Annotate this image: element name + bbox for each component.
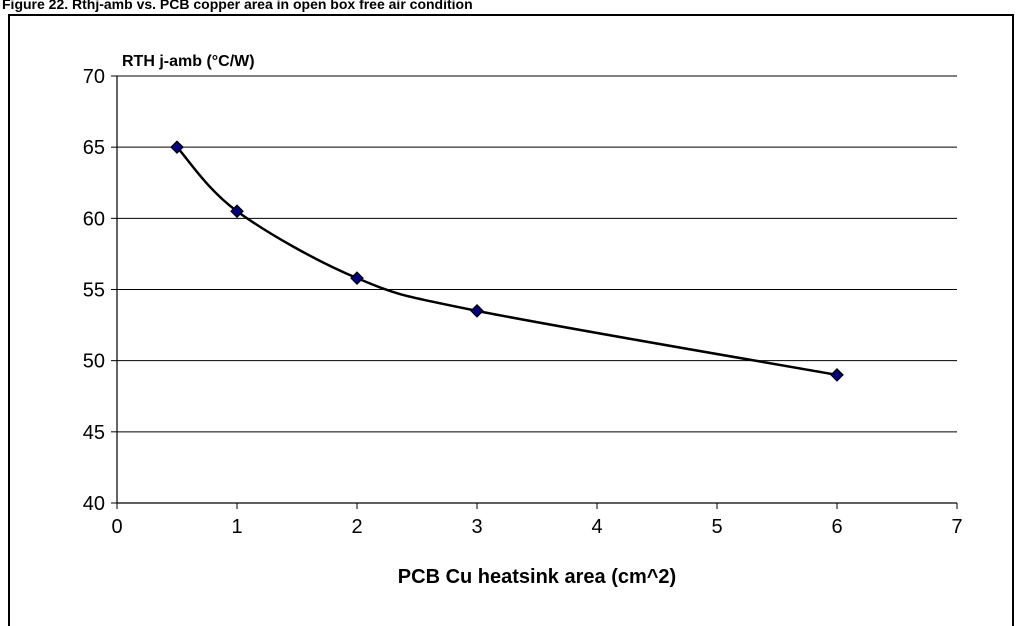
- data-point-0: [170, 140, 184, 155]
- x-tick-label-6: 6: [831, 516, 842, 538]
- page-title: Figure 22. Rthj-amb vs. PCB copper area …: [2, 0, 473, 12]
- data-point-4: [830, 368, 844, 382]
- y-tick-label-40: 40: [83, 493, 105, 515]
- y-tick-label-50: 50: [83, 351, 105, 373]
- x-tick-label-0: 0: [111, 516, 122, 538]
- x-tick-label-7: 7: [951, 516, 962, 538]
- series: [170, 140, 844, 382]
- y-tick-label-55: 55: [83, 280, 105, 302]
- y-axis-title: RTH j-amb (°C/W): [122, 53, 255, 70]
- y-tick-label-60: 60: [83, 208, 105, 230]
- y-tick-label-65: 65: [83, 137, 105, 159]
- x-tick-label-4: 4: [591, 516, 602, 538]
- y-tick-label-45: 45: [83, 422, 105, 444]
- x-tick-label-3: 3: [471, 516, 482, 538]
- x-tick-label-1: 1: [231, 516, 242, 538]
- grid: [117, 75, 957, 433]
- data-point-2: [350, 271, 364, 285]
- series-line-0: [176, 146, 838, 377]
- data-point-3: [470, 304, 484, 318]
- data-point-1: [230, 204, 244, 219]
- x-tick-label-2: 2: [351, 516, 362, 538]
- x-tick-label-5: 5: [711, 516, 722, 538]
- x-axis-title: PCB Cu heatsink area (cm^2): [398, 566, 676, 588]
- y-tick-label-70: 70: [83, 66, 105, 88]
- chart-frame: 40 45 50 55 60 65 70 0 1 2 3 4 5 6 7 PCB Cu heatsink a…: [8, 14, 1014, 626]
